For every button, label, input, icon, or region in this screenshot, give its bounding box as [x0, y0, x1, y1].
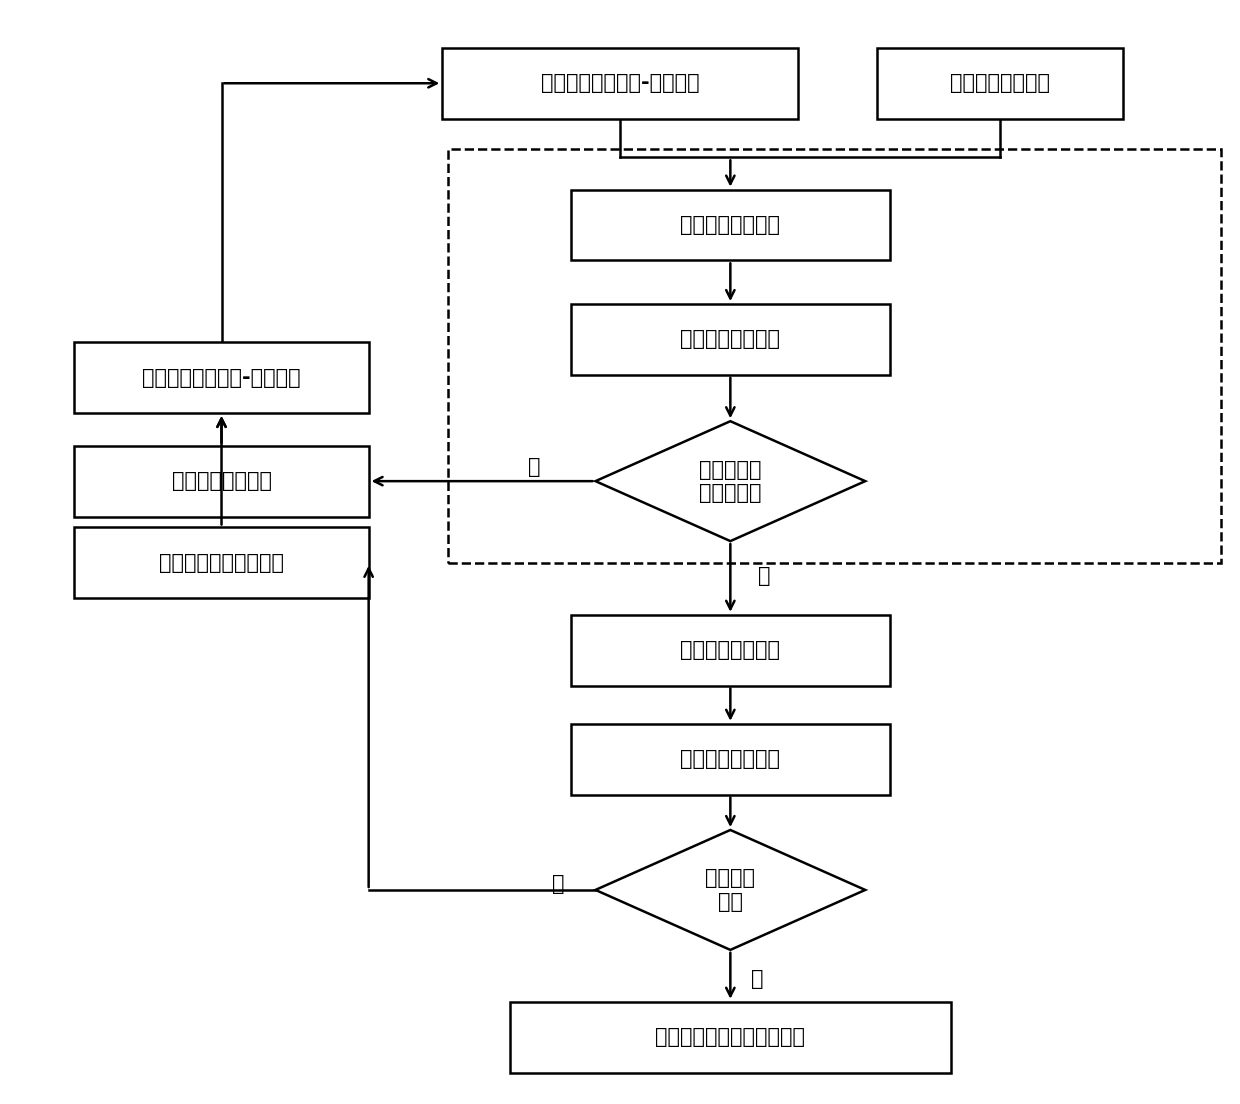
- Text: 否: 否: [553, 874, 565, 894]
- Bar: [570, 724, 890, 795]
- Polygon shape: [595, 830, 866, 949]
- Text: 围岩与初期支护梁-弹簧模型: 围岩与初期支护梁-弹簧模型: [541, 73, 699, 93]
- Text: 初期支护所受荷载: 初期支护所受荷载: [681, 215, 780, 235]
- Bar: [443, 47, 797, 119]
- Bar: [878, 47, 1122, 119]
- Bar: [570, 615, 890, 686]
- Text: 初期支护结构内力: 初期支护结构内力: [681, 640, 780, 660]
- Bar: [74, 528, 368, 598]
- Bar: [449, 149, 1221, 563]
- Text: 调整初期支护设计参数: 调整初期支护设计参数: [159, 553, 284, 573]
- Text: 删除受拉径向弹簧: 删除受拉径向弹簧: [171, 471, 272, 491]
- Bar: [510, 1001, 951, 1072]
- Text: 否: 否: [759, 566, 771, 586]
- Text: 是: 是: [751, 969, 764, 989]
- Text: 安全系数
校核: 安全系数 校核: [706, 869, 755, 912]
- Bar: [570, 304, 890, 375]
- Text: 是否存在受
拉径向弹簧: 是否存在受 拉径向弹簧: [699, 459, 761, 502]
- Text: 初期支护安全系数: 初期支护安全系数: [681, 750, 780, 769]
- Bar: [570, 190, 890, 261]
- Text: 是: 是: [528, 457, 541, 477]
- Text: 初期支护变形数据: 初期支护变形数据: [950, 73, 1050, 93]
- Text: 围岩与初期支护梁-弹簧模型: 围岩与初期支护梁-弹簧模型: [143, 368, 301, 388]
- Text: 无需调整初期支护设计参数: 无需调整初期支护设计参数: [656, 1027, 805, 1047]
- Text: 径向弹簧单元内力: 径向弹簧单元内力: [681, 329, 780, 350]
- Bar: [74, 446, 368, 517]
- Bar: [74, 342, 368, 413]
- Polygon shape: [595, 422, 866, 541]
